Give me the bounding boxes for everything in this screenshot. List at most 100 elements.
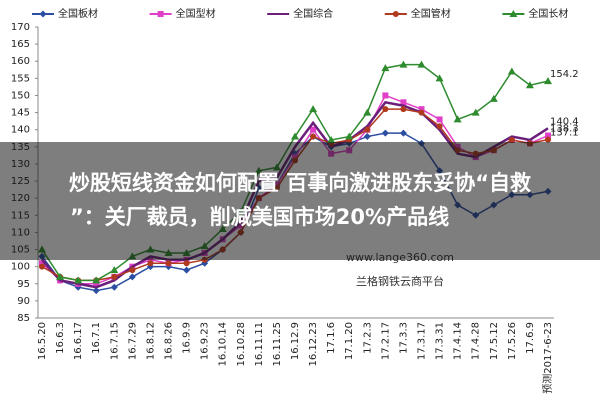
x-tick-label: 17.1.20 [344, 322, 355, 360]
marker [418, 106, 425, 113]
marker [417, 60, 426, 68]
y-tick-label: 145 [11, 108, 30, 119]
marker [436, 123, 443, 130]
x-tick-label: 16.8.12 [145, 322, 156, 360]
marker [489, 94, 498, 102]
marker [310, 133, 317, 140]
y-tick-label: 95 [17, 279, 30, 290]
marker [310, 126, 317, 133]
marker [418, 109, 425, 116]
marker [129, 267, 136, 274]
marker [435, 74, 444, 82]
overlay-line: 炒股短线资金如何配置 百事向激进股东妥协“自救 [69, 171, 531, 195]
y-tick-label: 155 [11, 73, 30, 84]
x-tick-label: 17.5.12 [489, 322, 500, 360]
marker [453, 115, 462, 123]
marker [56, 272, 65, 280]
legend-label: 全国综合 [293, 7, 333, 20]
x-tick-label: 17.1.6 [326, 322, 337, 354]
y-tick-label: 160 [11, 56, 30, 67]
marker [545, 132, 551, 139]
marker [381, 129, 389, 137]
marker [39, 263, 45, 270]
x-tick-label: 16.8.26 [164, 322, 175, 360]
marker [74, 276, 83, 284]
y-tick-label: 165 [11, 39, 30, 50]
data-label: 154.2 [550, 69, 579, 80]
marker [364, 126, 371, 133]
marker [291, 132, 299, 140]
x-tick-label: 16.12.23 [308, 322, 319, 367]
marker [128, 273, 136, 281]
marker [399, 129, 407, 137]
y-tick-label: 85 [17, 313, 30, 324]
marker [471, 108, 480, 116]
x-tick-label: 17.4.14 [453, 322, 464, 360]
x-tick-label: 16.12.9 [290, 322, 301, 360]
marker [92, 287, 100, 295]
watermark-name: 兰格钢铁云商平台 [356, 274, 444, 288]
marker [363, 108, 372, 116]
x-tick-label: 17.5.26 [507, 322, 518, 360]
marker [309, 105, 318, 113]
x-tick-label: 16.6.17 [73, 322, 84, 360]
x-tick-label: 17.6.9 [525, 322, 536, 354]
legend-label: 全国板材 [58, 7, 98, 20]
marker [509, 10, 518, 17]
marker [165, 260, 172, 267]
marker [183, 260, 190, 267]
x-tick-label: 16.11.25 [272, 322, 283, 367]
x-tick-label: 16.11.11 [254, 322, 265, 367]
y-tick-label: 170 [11, 22, 30, 33]
x-tick-label: 16.7.1 [91, 322, 102, 354]
x-tick-label: 17.3.17 [417, 322, 428, 360]
y-tick-label: 150 [11, 90, 30, 101]
marker [111, 273, 118, 280]
x-tick-label: 17.2.3 [362, 322, 373, 354]
marker [110, 266, 119, 274]
marker [110, 283, 118, 291]
x-tick-label: 17.3.31 [435, 322, 446, 360]
marker [392, 11, 399, 17]
marker [381, 64, 390, 72]
marker [545, 136, 551, 143]
x-tick-label: 16.7.29 [127, 322, 138, 360]
marker [382, 92, 389, 99]
marker [147, 260, 154, 267]
data-label: 138.3 [550, 124, 579, 135]
marker [157, 11, 164, 17]
overlay-band [0, 142, 600, 260]
marker [400, 106, 407, 113]
x-tick-label: 17.4.28 [471, 322, 482, 360]
legend-label: 全国型材 [176, 7, 216, 20]
marker [93, 280, 100, 287]
x-tick-label: 16.9.9 [182, 322, 193, 354]
marker [436, 116, 443, 123]
data-label: 140.4 [550, 116, 579, 127]
x-tick-label: 17.3.3 [398, 322, 409, 354]
marker [345, 132, 354, 140]
x-tick-label: 16.10.28 [236, 322, 247, 367]
x-tick-label: 预测2017-6-23 [541, 322, 554, 394]
legend-label: 全国管材 [411, 7, 451, 20]
marker [382, 106, 389, 113]
y-tick-label: 140 [11, 125, 30, 136]
marker [400, 99, 407, 106]
y-tick-label: 90 [17, 296, 30, 307]
x-tick-label: 17.2.17 [380, 322, 391, 360]
legend-label: 全国长材 [528, 7, 568, 20]
marker [92, 276, 101, 284]
marker [183, 266, 191, 274]
marker [39, 10, 47, 18]
x-tick-label: 16.5.20 [37, 322, 48, 360]
marker [39, 260, 45, 267]
data-label: 137.1 [550, 128, 579, 139]
x-tick-label: 16.10.14 [218, 322, 229, 367]
x-tick-label: 16.9.23 [200, 322, 211, 360]
marker [508, 136, 515, 143]
marker [363, 133, 371, 141]
marker [525, 81, 534, 89]
marker [507, 67, 516, 75]
marker [327, 135, 336, 143]
